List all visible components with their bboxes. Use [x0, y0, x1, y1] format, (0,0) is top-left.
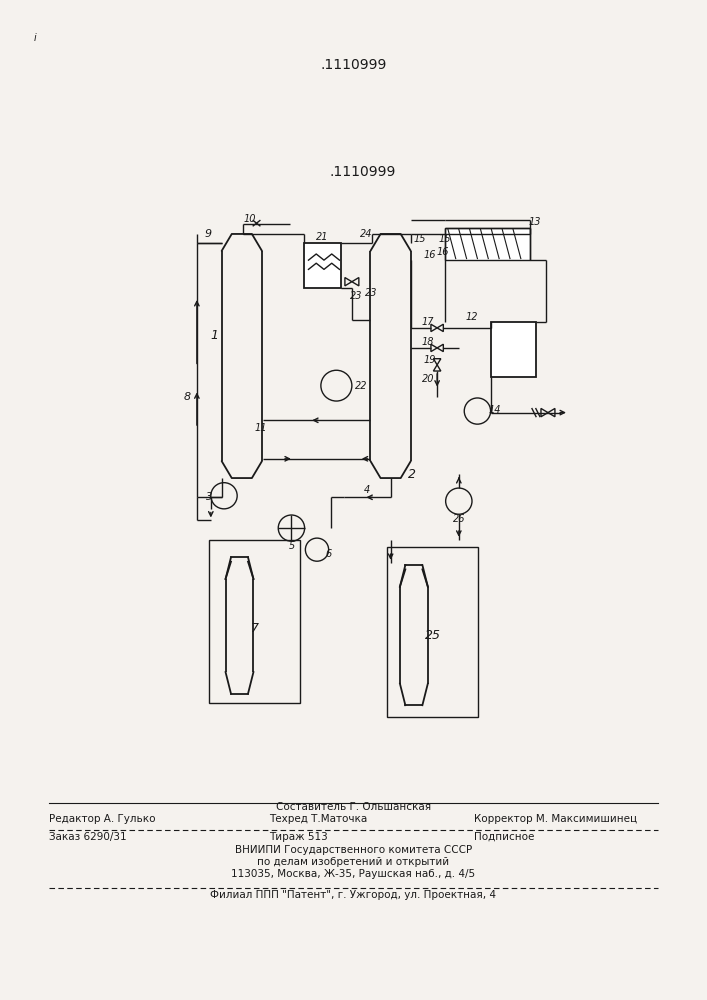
Text: .1110999: .1110999	[329, 165, 396, 179]
Text: 7: 7	[251, 622, 259, 635]
Text: 15: 15	[414, 234, 426, 244]
Bar	[491, 322, 537, 377]
Text: Корректор М. Максимишинец: Корректор М. Максимишинец	[474, 814, 637, 824]
Text: 24: 24	[360, 229, 372, 239]
Text: 25: 25	[425, 629, 441, 642]
Text: 14: 14	[489, 405, 501, 415]
Text: i: i	[34, 33, 37, 43]
Text: 10: 10	[243, 214, 256, 224]
Text: 18: 18	[421, 337, 434, 347]
Text: 4: 4	[364, 485, 370, 495]
Bar	[304, 243, 341, 288]
Text: 9: 9	[205, 229, 212, 239]
Bar	[387, 547, 478, 717]
Text: 22: 22	[355, 381, 368, 391]
Text: 6: 6	[325, 549, 332, 559]
Text: .1110999: .1110999	[320, 58, 387, 72]
Text: 5: 5	[288, 541, 295, 551]
Text: 8: 8	[184, 392, 191, 402]
Text: 19: 19	[423, 355, 436, 365]
Text: 13: 13	[529, 217, 541, 227]
Text: Редактор А. Гулько: Редактор А. Гулько	[49, 814, 156, 824]
Text: 26: 26	[453, 514, 466, 524]
Text: 15: 15	[438, 234, 451, 244]
Text: 16: 16	[436, 247, 449, 257]
Bar	[209, 540, 300, 703]
Text: Тираж 513: Тираж 513	[269, 832, 327, 842]
Text: 17: 17	[421, 317, 434, 327]
Text: ВНИИПИ Государственного комитета СССР: ВНИИПИ Государственного комитета СССР	[235, 845, 472, 855]
Text: 20: 20	[421, 374, 434, 384]
Text: 1: 1	[211, 329, 218, 342]
Text: Техред Т.Маточка: Техред Т.Маточка	[269, 814, 367, 824]
Text: 23: 23	[349, 291, 362, 301]
Text: Заказ 6290/31: Заказ 6290/31	[49, 832, 127, 842]
Text: Подписное: Подписное	[474, 832, 534, 842]
Text: 21: 21	[316, 232, 329, 242]
Text: 3: 3	[206, 492, 212, 502]
Text: 2: 2	[409, 468, 416, 481]
Text: 16: 16	[423, 250, 436, 260]
Text: по делам изобретений и открытий: по делам изобретений и открытий	[257, 857, 450, 867]
Text: Филиал ППП "Патент", г. Ужгород, ул. Проектная, 4: Филиал ППП "Патент", г. Ужгород, ул. Про…	[211, 890, 496, 900]
Text: 12: 12	[466, 312, 478, 322]
Bar	[445, 228, 530, 260]
Text: Составитель Г. Ольшанская: Составитель Г. Ольшанская	[276, 802, 431, 812]
Text: 23: 23	[365, 288, 378, 298]
Text: 113035, Москва, Ж-35, Раушская наб., д. 4/5: 113035, Москва, Ж-35, Раушская наб., д. …	[231, 869, 476, 879]
Text: 11: 11	[255, 423, 267, 433]
